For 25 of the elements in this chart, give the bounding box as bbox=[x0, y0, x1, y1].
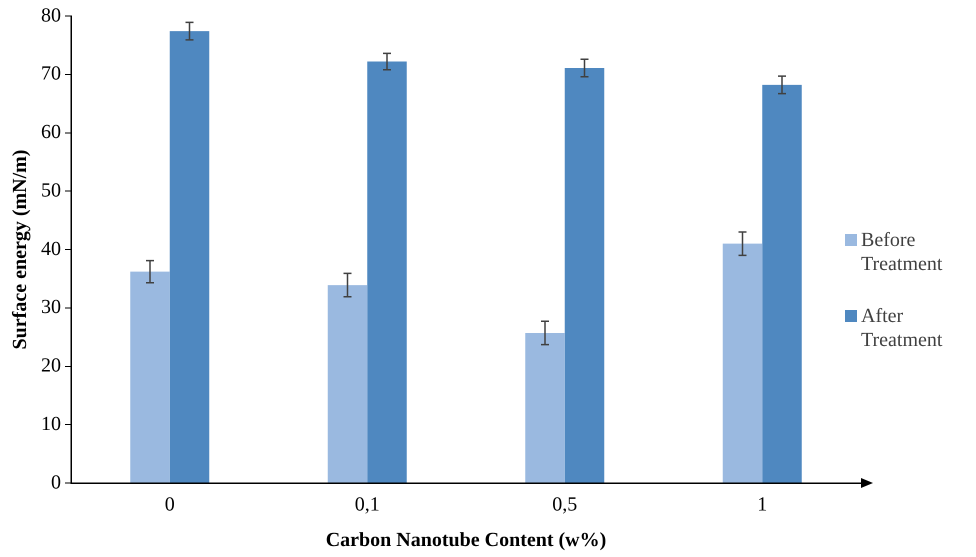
x-tick-label: 0,5 bbox=[552, 493, 578, 516]
bar bbox=[170, 31, 210, 482]
bar bbox=[367, 62, 407, 482]
y-tick-label: 0 bbox=[51, 471, 61, 494]
y-tick-label: 40 bbox=[41, 238, 61, 260]
y-axis-title: Surface energy (mN/m) bbox=[9, 150, 32, 350]
x-tick-label: 0 bbox=[164, 493, 175, 516]
legend-label: Before Treatment bbox=[861, 228, 944, 276]
x-tick-label: 0,1 bbox=[354, 493, 380, 516]
y-tick-label: 20 bbox=[41, 354, 61, 376]
bar bbox=[564, 68, 604, 482]
y-tick-label: 10 bbox=[41, 412, 61, 435]
y-tick-label: 50 bbox=[41, 179, 61, 202]
y-tick-label: 80 bbox=[41, 4, 61, 26]
y-tick-label: 30 bbox=[41, 296, 61, 318]
bar bbox=[722, 244, 762, 482]
x-axis-title: Carbon Nanotube Content (w%) bbox=[326, 529, 606, 552]
bar bbox=[525, 332, 565, 482]
bar bbox=[328, 285, 368, 482]
x-tick-label: 1 bbox=[757, 493, 768, 516]
bar bbox=[130, 272, 170, 482]
legend-label: After Treatment bbox=[861, 304, 944, 352]
y-tick-label: 60 bbox=[41, 121, 61, 143]
bar bbox=[762, 84, 802, 482]
y-tick-label: 70 bbox=[41, 62, 61, 85]
